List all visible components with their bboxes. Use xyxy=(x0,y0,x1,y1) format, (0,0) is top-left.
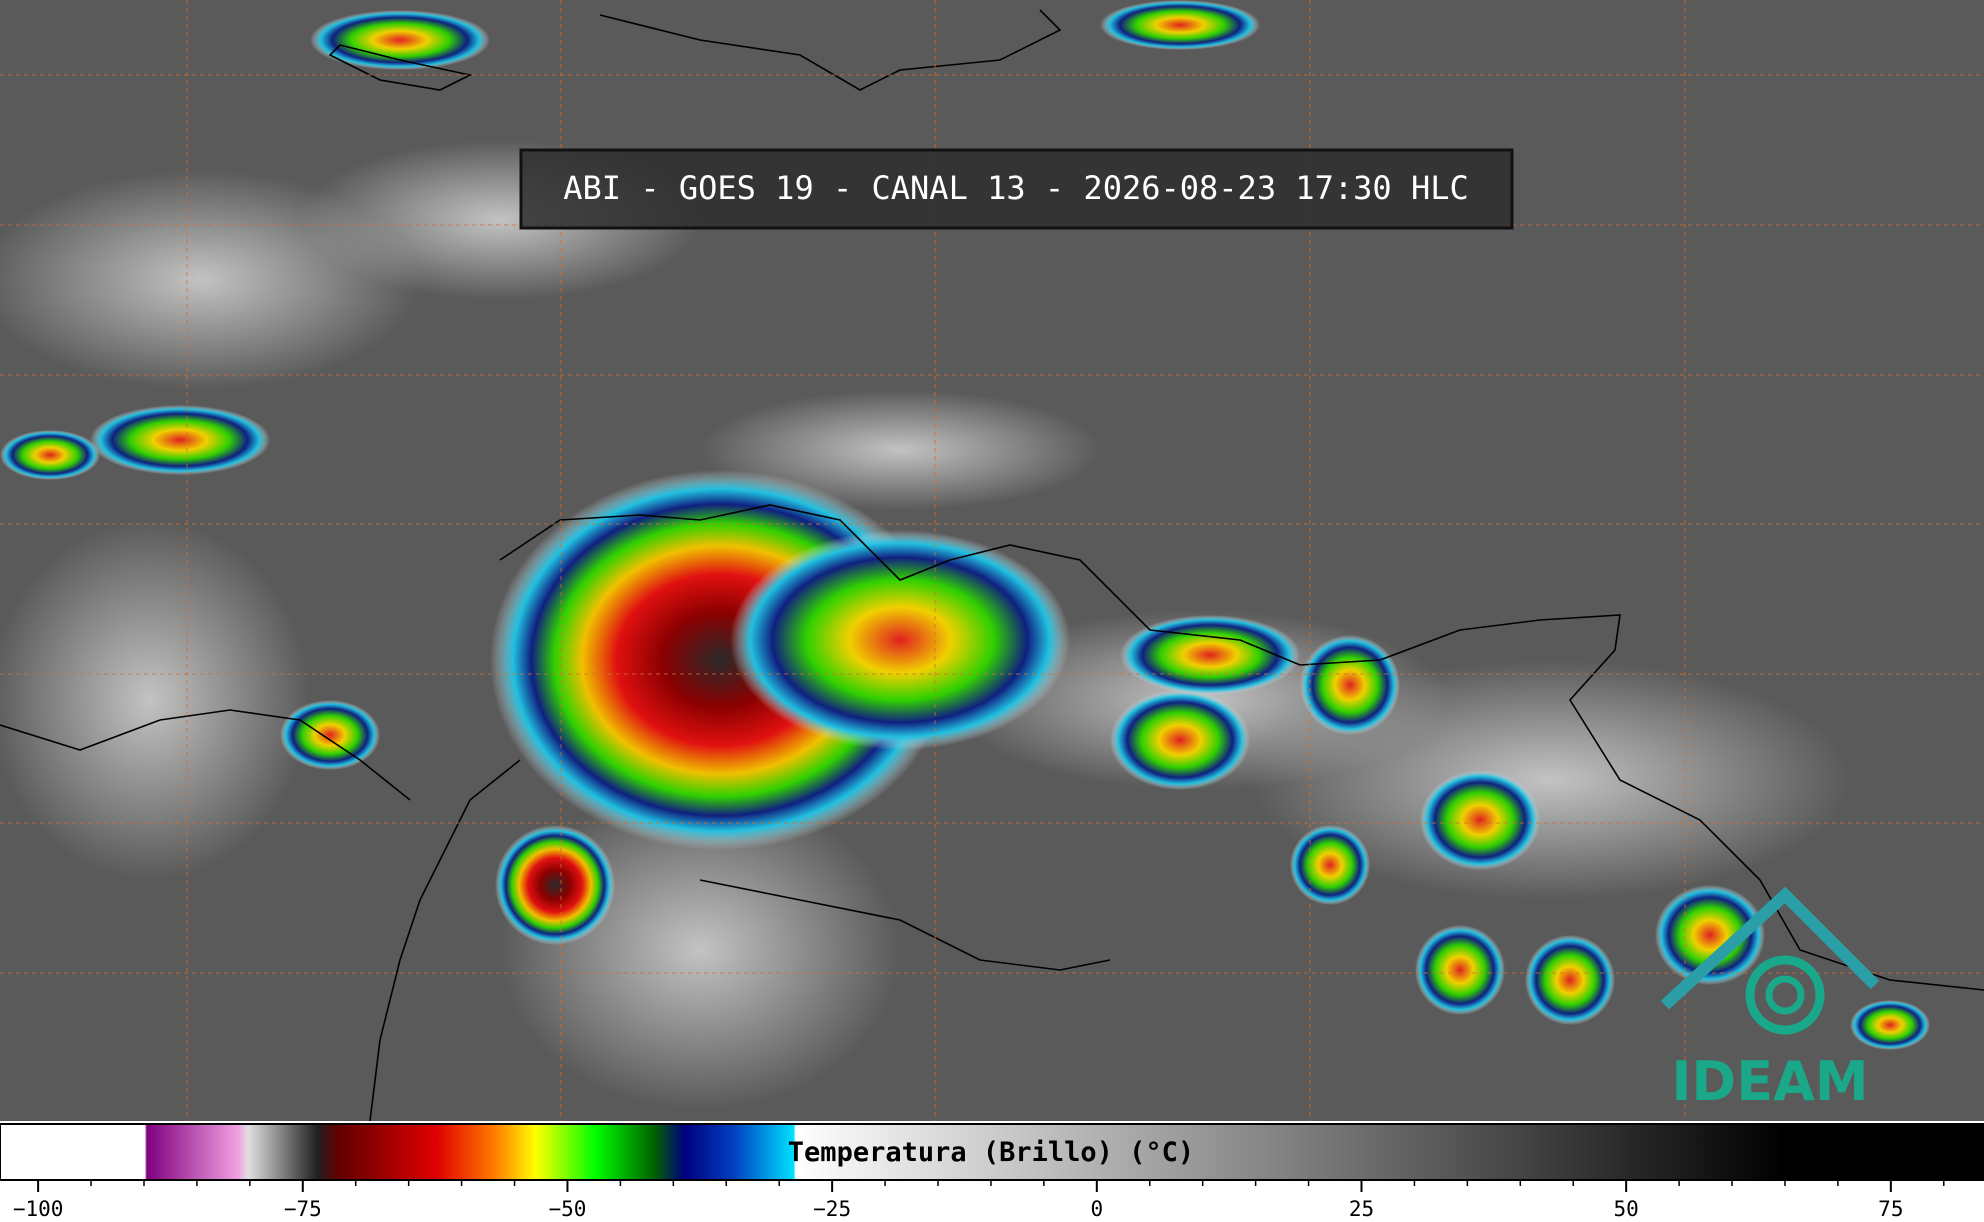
storms xyxy=(0,0,1930,1050)
tick-label: 0 xyxy=(1090,1197,1103,1221)
title-box: ABI - GOES 19 - CANAL 13 - 2026-08-23 17… xyxy=(519,148,1514,230)
colorbar: Temperatura (Brillo) (°C) −100 −75 −50 −25 0… xyxy=(0,1123,1984,1221)
tick-label: −25 xyxy=(813,1197,851,1221)
tick-label: 75 xyxy=(1878,1197,1903,1221)
colorbar-label: Temperatura (Brillo) (°C) xyxy=(788,1137,1194,1168)
tick-label: −75 xyxy=(284,1197,322,1221)
tick-label: −100 xyxy=(13,1197,64,1221)
tick-label: 50 xyxy=(1614,1197,1639,1221)
tick-label: −50 xyxy=(548,1197,586,1221)
title: ABI - GOES 19 - CANAL 13 - 2026-08-23 17… xyxy=(563,169,1468,207)
coastlines xyxy=(0,9,1984,1122)
logo-text: IDEAM xyxy=(1671,1050,1868,1113)
logo: IDEAM xyxy=(1660,886,1880,1113)
tick-label: 25 xyxy=(1349,1197,1374,1221)
clouds xyxy=(0,140,1850,1110)
